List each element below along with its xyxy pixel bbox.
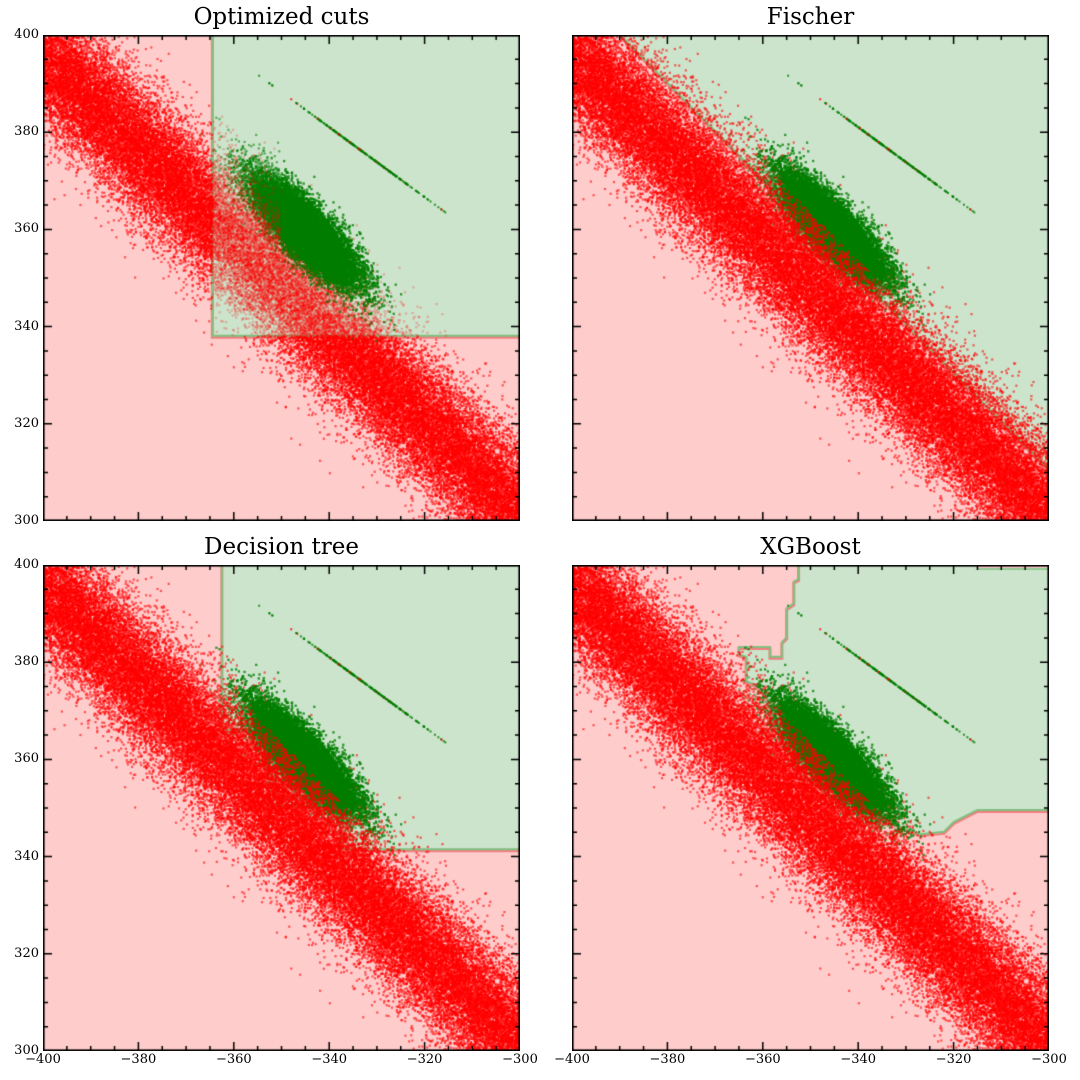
y-tick-label: 400 xyxy=(14,557,39,572)
subplot-title: XGBoost xyxy=(760,534,861,560)
subplot-decision-tree: Decision tree 400 380 360 340 320 300 −400 −380 −… xyxy=(14,534,538,1067)
scatter-plot-area xyxy=(572,565,1049,1051)
x-tick-label: −300 xyxy=(502,1052,538,1067)
y-tick-label: 400 xyxy=(14,27,39,42)
y-tick-label: 380 xyxy=(14,654,39,670)
x-tick-label: −340 xyxy=(311,1052,348,1067)
y-tick-label: 300 xyxy=(14,1043,39,1058)
x-tick-label: −400 xyxy=(554,1052,590,1067)
y-tick-label: 320 xyxy=(14,415,39,431)
scatter-plot-area xyxy=(43,35,520,521)
x-tick-label: −400 xyxy=(25,1052,61,1067)
scatter-plot-area xyxy=(43,565,520,1051)
y-tick-label: 340 xyxy=(14,318,39,334)
subplot-xgboost: XGBoost −400 −380 −360 −340 −320 −300 xyxy=(554,534,1067,1067)
x-tick-label: −380 xyxy=(649,1052,686,1067)
subplot-title: Fischer xyxy=(766,4,855,30)
x-tick-label: −300 xyxy=(1031,1052,1067,1067)
x-tick-label: −360 xyxy=(744,1052,781,1067)
y-tick-label: 340 xyxy=(14,848,39,864)
subplot-optimized-cuts: Optimized cuts 400 380 360 340 320 300 xyxy=(14,4,520,528)
subplot-title: Optimized cuts xyxy=(193,4,370,30)
scatter-plot-area xyxy=(572,35,1049,521)
subplot-fischer: Fischer xyxy=(572,4,1049,521)
x-tick-label: −340 xyxy=(840,1052,877,1067)
x-tick-label: −380 xyxy=(120,1052,157,1067)
x-tick-label: −320 xyxy=(935,1052,972,1067)
y-tick-label: 380 xyxy=(14,124,39,140)
y-tick-label: 300 xyxy=(14,513,39,528)
x-tick-label: −360 xyxy=(215,1052,252,1067)
y-tick-label: 360 xyxy=(14,221,39,237)
y-tick-label: 360 xyxy=(14,751,39,767)
x-tick-label: −320 xyxy=(406,1052,443,1067)
subplot-title: Decision tree xyxy=(204,534,359,560)
y-tick-label: 320 xyxy=(14,945,39,961)
